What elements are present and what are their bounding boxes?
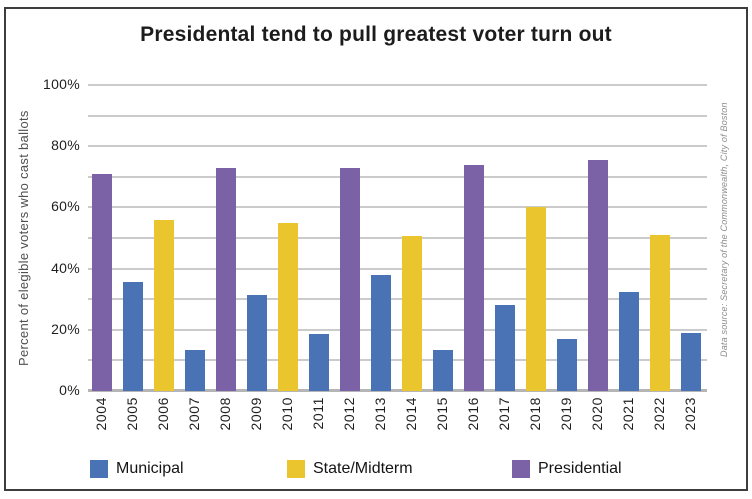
- y-tick-label-60: 60%: [51, 198, 80, 215]
- gridline-90: [88, 114, 707, 117]
- x-tick-label-2014: 2014: [403, 397, 419, 431]
- x-tick-label-2015: 2015: [434, 397, 450, 431]
- legend-item-municipal: Municipal: [90, 460, 184, 478]
- bar-2012-presidential: [340, 167, 360, 391]
- x-tick-label-2007: 2007: [186, 397, 202, 431]
- bar-2018-state-midterm: [526, 207, 546, 391]
- legend-label: State/Midterm: [313, 460, 413, 477]
- bar-2010-state-midterm: [278, 222, 298, 391]
- legend-swatch-icon: [512, 460, 530, 478]
- legend-item-presidential: Presidential: [512, 460, 622, 478]
- x-tick-label-2022: 2022: [651, 397, 667, 431]
- x-tick-label-2004: 2004: [93, 397, 109, 431]
- bar-2009-municipal: [247, 294, 267, 391]
- x-axis-baseline: [88, 389, 707, 392]
- bar-2016-presidential: [464, 164, 484, 391]
- source-note: Data source: Secretary of the Commonweal…: [719, 102, 729, 358]
- bar-2013-municipal: [371, 274, 391, 391]
- gridline-10: [88, 359, 707, 362]
- x-tick-label-2013: 2013: [372, 397, 388, 431]
- x-tick-label-2006: 2006: [155, 397, 171, 431]
- gridline-40: [88, 267, 707, 270]
- x-tick-label-2005: 2005: [124, 397, 140, 431]
- x-tick-label-2010: 2010: [279, 397, 295, 431]
- legend-swatch-icon: [287, 460, 305, 478]
- bar-2017-municipal: [495, 305, 515, 391]
- gridline-80: [88, 145, 707, 148]
- gridline-100: [88, 84, 707, 86]
- bar-2004-presidential: [92, 173, 112, 391]
- bar-2019-municipal: [557, 338, 577, 391]
- chart-title: Presidental tend to pull greatest voter …: [140, 23, 612, 46]
- x-tick-label-2018: 2018: [527, 397, 543, 431]
- gridline-30: [88, 298, 707, 301]
- gridline-20: [88, 328, 707, 331]
- x-tick-label-2009: 2009: [248, 397, 264, 431]
- x-tick-label-2017: 2017: [496, 397, 512, 431]
- legend-item-state-midterm: State/Midterm: [287, 460, 413, 478]
- x-tick-label-2016: 2016: [465, 397, 481, 431]
- bar-2014-state-midterm: [402, 236, 422, 391]
- y-tick-label-80: 80%: [51, 137, 80, 154]
- x-tick-label-2023: 2023: [682, 397, 698, 431]
- x-tick-label-2019: 2019: [558, 397, 574, 431]
- legend-label: Municipal: [116, 460, 184, 477]
- bar-2011-municipal: [309, 334, 329, 391]
- legend-label: Presidential: [538, 460, 622, 477]
- gridline-60: [88, 206, 707, 209]
- bar-2005-municipal: [123, 282, 143, 391]
- gridline-70: [88, 175, 707, 178]
- bar-2023-municipal: [681, 332, 701, 391]
- bar-2007-municipal: [185, 349, 205, 391]
- y-tick-label-40: 40%: [51, 259, 80, 276]
- x-tick-label-2012: 2012: [341, 397, 357, 431]
- x-tick-label-2008: 2008: [217, 397, 233, 431]
- x-tick-label-2020: 2020: [589, 397, 605, 431]
- y-tick-label-0: 0%: [59, 382, 80, 398]
- bar-2022-state-midterm: [650, 234, 670, 391]
- x-tick-label-2011: 2011: [310, 397, 326, 430]
- bar-2021-municipal: [619, 291, 639, 391]
- y-tick-label-100: 100%: [42, 76, 80, 92]
- gridline-50: [88, 237, 707, 239]
- bar-2006-state-midterm: [154, 219, 174, 391]
- legend-swatch-icon: [90, 460, 108, 478]
- y-tick-label-20: 20%: [51, 320, 80, 337]
- bar-2015-municipal: [433, 349, 453, 391]
- x-tick-label-2021: 2021: [620, 397, 636, 431]
- bar-2020-presidential: [588, 159, 608, 391]
- bar-2008-presidential: [216, 167, 236, 391]
- y-axis-title: Percent of elegible voters who cast ball…: [16, 110, 31, 366]
- plot-area: [88, 84, 707, 392]
